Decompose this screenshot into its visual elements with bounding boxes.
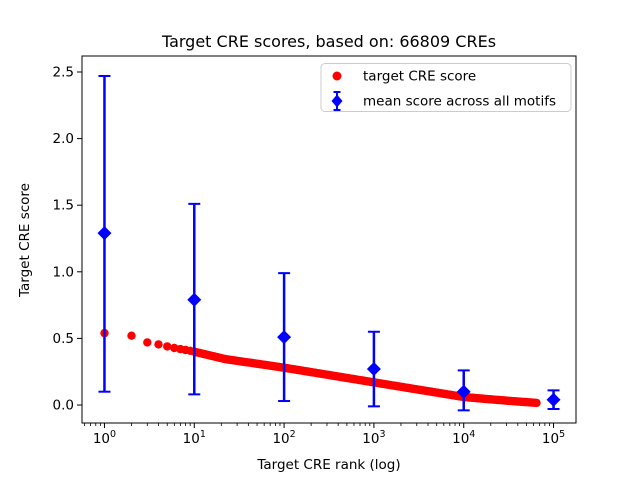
errorbar-point	[187, 202, 202, 396]
x-tick-label: 102	[272, 429, 295, 447]
y-axis-label: Target CRE score	[17, 183, 33, 298]
errorbar-point	[546, 389, 561, 411]
chart-title: Target CRE scores, based on: 66809 CREs	[161, 32, 496, 51]
diamond-marker	[97, 226, 112, 241]
y-tick-label: 2.0	[53, 131, 74, 147]
errorbar-point	[277, 272, 292, 403]
diamond-marker	[277, 330, 292, 345]
target-cre-score-series	[100, 328, 541, 408]
legend: target CRE score mean score across all m…	[320, 63, 572, 112]
mean-score-errorbar-series	[97, 74, 561, 412]
x-axis-label: Target CRE rank (log)	[256, 457, 400, 473]
legend-box	[320, 63, 572, 112]
diamond-marker	[546, 392, 561, 407]
x-tick-label: 100	[93, 429, 116, 447]
errorbar-point	[456, 369, 471, 412]
data-point-red	[127, 331, 136, 340]
diamond-marker	[187, 292, 202, 307]
diamond-marker	[456, 384, 471, 399]
y-axis-ticks: 0.0 0.5 1.0 1.5 2.0 2.5	[53, 64, 82, 414]
y-tick-label: 0.0	[53, 398, 74, 414]
y-tick-label: 1.5	[53, 198, 74, 214]
y-tick-label: 0.5	[53, 331, 74, 347]
data-point-red	[163, 342, 172, 351]
errorbar-point	[366, 330, 381, 408]
data-point-red	[532, 398, 541, 408]
errorbar-point	[97, 74, 112, 393]
x-tick-label: 105	[542, 429, 565, 447]
x-axis-ticks: 100 101 102 103 104 105	[84, 423, 565, 447]
data-point-red	[154, 340, 163, 349]
x-tick-label: 104	[452, 429, 475, 447]
legend-blue-diamond-icon	[331, 91, 343, 111]
y-tick-label: 2.5	[53, 64, 74, 80]
legend-label-mean-score: mean score across all motifs	[363, 94, 556, 110]
data-point-red	[143, 338, 152, 347]
plot-frame	[81, 55, 577, 424]
legend-label-target-cre-score: target CRE score	[363, 69, 476, 85]
x-tick-label: 101	[183, 429, 206, 447]
y-tick-label: 1.0	[53, 264, 74, 280]
x-tick-label: 103	[362, 429, 385, 447]
legend-red-circle-icon	[332, 71, 342, 81]
diamond-marker	[366, 362, 381, 377]
